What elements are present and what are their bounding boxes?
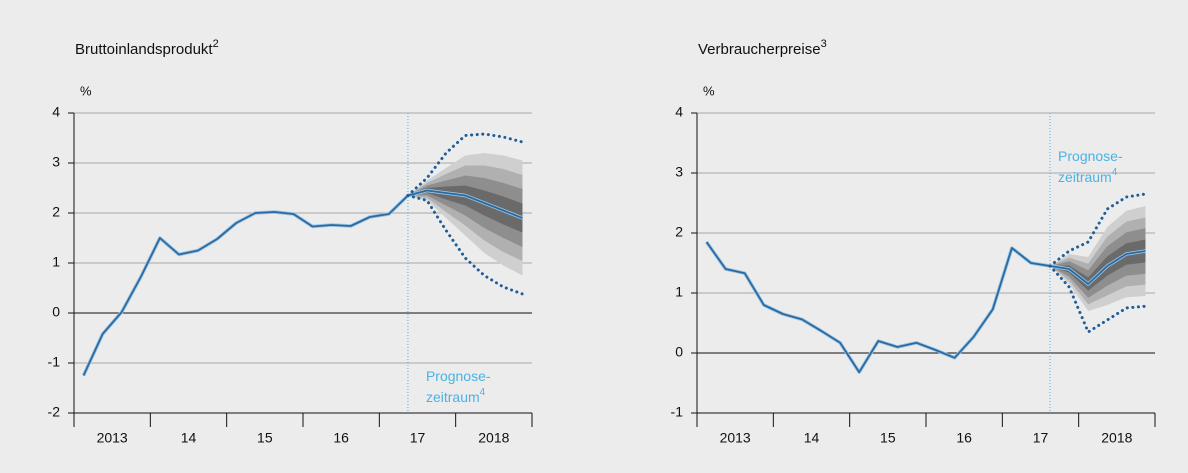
x-tick-label: 17 — [1033, 430, 1049, 446]
bound-line — [406, 194, 524, 296]
annotation-footnote: 4 — [1112, 167, 1118, 178]
bound-line — [1048, 264, 1147, 335]
y-tick-label: 4 — [52, 104, 60, 120]
line — [705, 241, 1051, 374]
y-tick-label: 3 — [675, 164, 683, 180]
fan-band — [1050, 228, 1146, 298]
annotation-footnote: 4 — [480, 387, 486, 398]
x-tick-label: 15 — [257, 430, 273, 446]
x-tick-label: 14 — [804, 430, 820, 446]
title-text: Verbraucherpreise — [698, 41, 821, 58]
y-tick-label: 1 — [675, 284, 683, 300]
x-tick-label: 2013 — [97, 430, 128, 446]
x-tick-label: 2018 — [1101, 430, 1132, 446]
x-tick-label: 15 — [880, 430, 896, 446]
fan-band — [407, 185, 523, 233]
y-tick-label: 2 — [52, 204, 60, 220]
fan-band — [1050, 239, 1146, 291]
title-text: Bruttoinlandsprodukt — [75, 41, 213, 58]
y-axis-unit: % — [80, 83, 92, 98]
line — [407, 189, 523, 219]
x-tick-label: 16 — [956, 430, 972, 446]
y-tick-label: -1 — [671, 404, 684, 420]
y-tick-label: 3 — [52, 154, 60, 170]
annotation-text: Prognose- — [1058, 148, 1123, 164]
forecast-annotation: zeitraum4 — [1058, 167, 1118, 185]
title-footnote: 3 — [821, 38, 827, 50]
bound-line — [406, 132, 524, 197]
y-tick-label: 0 — [675, 344, 683, 360]
line — [1049, 250, 1146, 285]
line — [82, 194, 409, 376]
forecast-annotation: zeitraum4 — [426, 387, 486, 405]
x-tick-label: 14 — [181, 430, 197, 446]
y-tick-label: 1 — [52, 254, 60, 270]
annotation-text: zeitraum — [1058, 169, 1112, 185]
annotation-text: zeitraum — [426, 389, 480, 405]
chart-title: Verbraucherpreise3 — [698, 38, 827, 58]
chart-title: Bruttoinlandsprodukt2 — [75, 38, 219, 58]
forecast-annotation: Prognose- — [1058, 148, 1123, 164]
y-axis-unit: % — [703, 83, 715, 98]
y-tick-label: -1 — [48, 354, 61, 370]
y-tick-label: 2 — [675, 224, 683, 240]
y-tick-label: -2 — [48, 404, 61, 420]
y-tick-label: 4 — [675, 104, 683, 120]
x-tick-label: 2013 — [720, 430, 751, 446]
y-tick-label: 0 — [52, 304, 60, 320]
forecast-annotation: Prognose- — [426, 368, 491, 384]
x-tick-label: 2018 — [478, 430, 509, 446]
title-footnote: 2 — [213, 38, 219, 50]
x-tick-label: 17 — [410, 430, 426, 446]
x-tick-label: 16 — [333, 430, 349, 446]
annotation-text: Prognose- — [426, 368, 491, 384]
